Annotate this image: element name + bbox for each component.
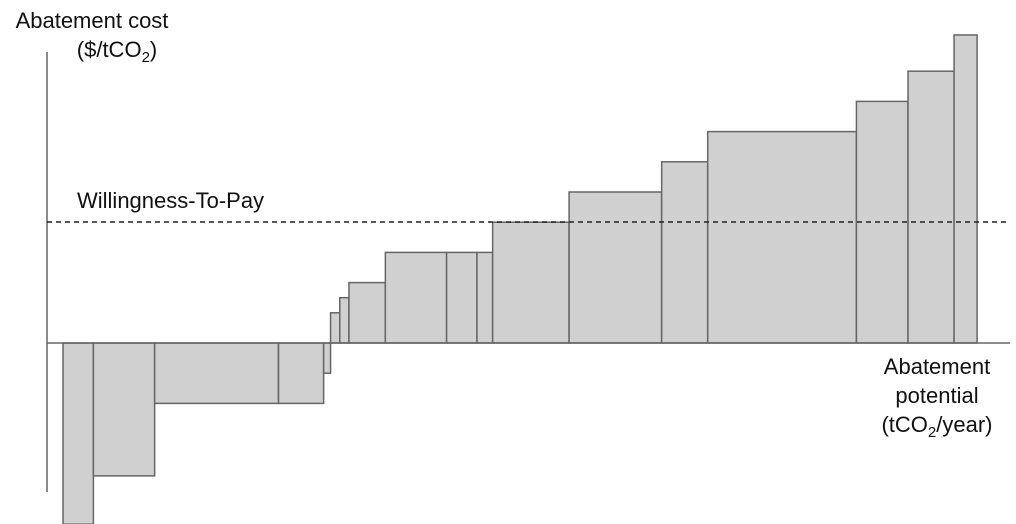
abatement-measure-bar-13 xyxy=(568,191,663,344)
x-axis-title-line3: (tCO2/year) xyxy=(881,412,992,441)
abatement-measure-bar-11 xyxy=(476,251,494,344)
abatement-measure-bar-9 xyxy=(384,251,448,344)
abatement-measure-bar-16 xyxy=(855,100,909,344)
y-axis-title-line1: Abatement cost xyxy=(16,8,169,33)
abatement-measure-bar-18 xyxy=(953,34,978,344)
x-axis-title-line1: Abatement xyxy=(884,354,990,379)
abatement-measure-bar-10 xyxy=(445,251,478,344)
abatement-measure-bar-7 xyxy=(339,296,350,344)
abatement-measure-bar-5 xyxy=(322,342,332,374)
willingness-to-pay-label: Willingness-To-Pay xyxy=(77,188,264,213)
abatement-measure-bar-2 xyxy=(92,342,156,477)
abatement-measure-bar-6 xyxy=(329,312,341,344)
abatement-measure-bar-14 xyxy=(660,161,709,344)
y-axis-title-line2: ($/tCO2) xyxy=(77,37,157,66)
bars-layer xyxy=(62,34,978,524)
abatement-measure-bar-1 xyxy=(62,342,95,524)
x-axis-title-line2: potential xyxy=(895,383,978,408)
abatement-measure-bar-4 xyxy=(277,342,325,405)
abatement-measure-bar-8 xyxy=(348,281,387,344)
abatement-measure-bar-3 xyxy=(153,342,280,405)
abatement-measure-bar-17 xyxy=(907,70,955,344)
abatement-measure-bar-15 xyxy=(706,130,858,344)
abatement-measure-bar-12 xyxy=(491,221,570,344)
